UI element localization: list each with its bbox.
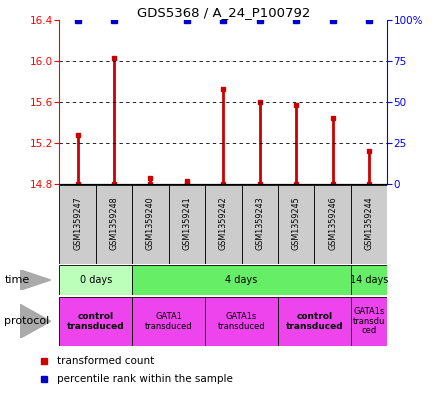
Polygon shape [20, 270, 51, 290]
Bar [132, 185, 169, 264]
Bar [351, 185, 387, 264]
Bar [242, 185, 278, 264]
Text: GSM1359243: GSM1359243 [255, 196, 264, 250]
Bar [205, 297, 278, 346]
Bar [59, 297, 132, 346]
Text: GATA1s
transdu
ced: GATA1s transdu ced [353, 307, 385, 336]
Text: percentile rank within the sample: percentile rank within the sample [57, 374, 232, 384]
Bar [278, 297, 351, 346]
Bar [314, 185, 351, 264]
Text: control
transduced: control transduced [67, 312, 125, 331]
Text: transformed count: transformed count [57, 356, 154, 366]
Text: 14 days: 14 days [350, 275, 388, 285]
Text: GATA1
transduced: GATA1 transduced [145, 312, 192, 331]
Text: GSM1359240: GSM1359240 [146, 196, 155, 250]
Polygon shape [20, 304, 51, 338]
Bar [351, 265, 387, 295]
Text: GSM1359242: GSM1359242 [219, 196, 228, 250]
Text: GSM1359246: GSM1359246 [328, 196, 337, 250]
Text: 0 days: 0 days [80, 275, 112, 285]
Text: GSM1359247: GSM1359247 [73, 196, 82, 250]
Text: GATA1s
transduced: GATA1s transduced [218, 312, 265, 331]
Bar [278, 185, 314, 264]
Bar [132, 265, 351, 295]
Text: GSM1359244: GSM1359244 [364, 196, 374, 250]
Title: GDS5368 / A_24_P100792: GDS5368 / A_24_P100792 [136, 6, 310, 19]
Text: time: time [4, 275, 29, 285]
Text: 4 days: 4 days [225, 275, 258, 285]
Bar [59, 185, 96, 264]
Text: protocol: protocol [4, 316, 50, 326]
Bar [132, 297, 205, 346]
Bar [59, 265, 132, 295]
Bar [205, 185, 242, 264]
Bar [351, 297, 387, 346]
Bar [96, 185, 132, 264]
Text: GSM1359245: GSM1359245 [292, 196, 301, 250]
Text: GSM1359248: GSM1359248 [110, 196, 118, 250]
Text: GSM1359241: GSM1359241 [182, 196, 191, 250]
Text: control
transduced: control transduced [286, 312, 343, 331]
Bar [169, 185, 205, 264]
